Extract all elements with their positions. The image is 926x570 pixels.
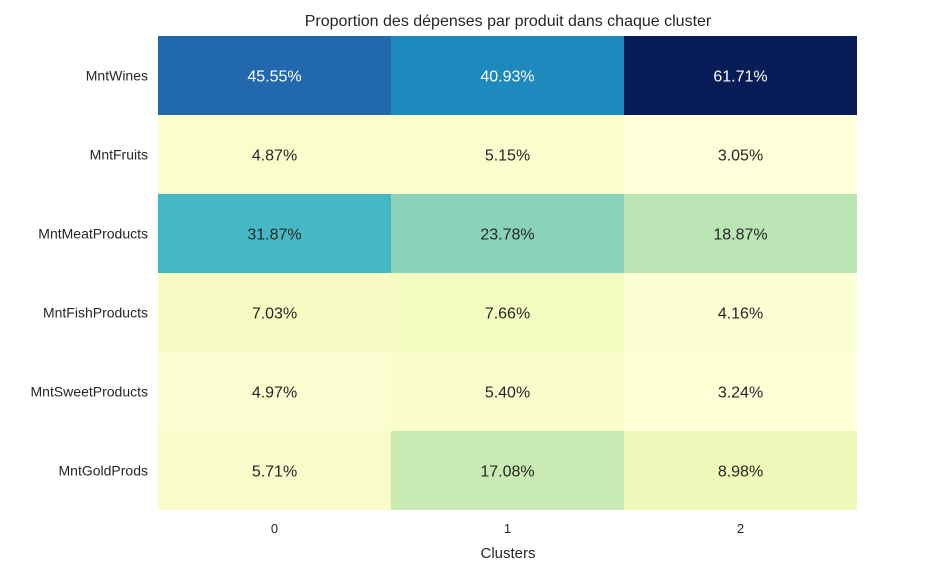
heatmap-cells: 45.55% 40.93% 61.71% 4.87% 5.15% 3.05% 31.87% 2…	[158, 36, 857, 510]
heatmap-cell	[391, 36, 624, 115]
x-tick-labels: 0 1 2	[271, 521, 744, 536]
heatmap-cell	[624, 194, 857, 273]
heatmap-cell	[158, 115, 391, 194]
y-tick-label: MntGoldProds	[59, 463, 148, 479]
y-tick-label: MntWines	[86, 68, 148, 84]
heatmap-cell	[624, 352, 857, 431]
heatmap-cell	[158, 273, 391, 352]
cell-value-label: 3.05%	[718, 148, 763, 165]
cell-value-label: 18.87%	[713, 227, 767, 244]
heatmap-cell	[624, 36, 857, 115]
heatmap-cell	[158, 36, 391, 115]
cell-value-label: 5.40%	[485, 385, 530, 402]
y-tick-label: MntMeatProducts	[38, 226, 148, 242]
cell-value-label: 5.71%	[252, 464, 297, 481]
cell-value-label: 61.71%	[713, 69, 767, 86]
x-tick-label: 2	[737, 521, 744, 536]
heatmap-cell	[624, 431, 857, 510]
cell-value-label: 23.78%	[480, 227, 534, 244]
cell-value-label: 4.16%	[718, 306, 763, 323]
heatmap-cell	[624, 273, 857, 352]
cell-value-label: 5.15%	[485, 148, 530, 165]
y-tick-labels: MntWines MntFruits MntMeatProducts MntFishP…	[31, 68, 149, 479]
y-tick-label: MntSweetProducts	[31, 384, 149, 400]
heatmap-cell	[158, 194, 391, 273]
y-tick-label: MntFishProducts	[43, 305, 148, 321]
cell-value-label: 3.24%	[718, 385, 763, 402]
x-axis-title: Clusters	[480, 545, 535, 562]
heatmap-cell	[158, 431, 391, 510]
cell-value-label: 45.55%	[247, 69, 301, 86]
cell-value-label: 7.03%	[252, 306, 297, 323]
cell-value-label: 17.08%	[480, 464, 534, 481]
x-tick-label: 1	[504, 521, 511, 536]
heatmap-cell	[391, 194, 624, 273]
heatmap-cell	[391, 273, 624, 352]
cell-value-label: 4.87%	[252, 148, 297, 165]
chart-title: Proportion des dépenses par produit dans…	[305, 13, 712, 30]
heatmap-cell	[391, 431, 624, 510]
cell-value-label: 40.93%	[480, 69, 534, 86]
cell-value-label: 8.98%	[718, 464, 763, 481]
cell-value-label: 31.87%	[247, 227, 301, 244]
heatmap-cell	[391, 352, 624, 431]
heatmap-cell	[158, 352, 391, 431]
heatmap-cell	[391, 115, 624, 194]
y-tick-label: MntFruits	[90, 147, 148, 163]
cell-value-label: 7.66%	[485, 306, 530, 323]
heatmap-cell	[624, 115, 857, 194]
cell-value-label: 4.97%	[252, 385, 297, 402]
x-tick-label: 0	[271, 521, 278, 536]
